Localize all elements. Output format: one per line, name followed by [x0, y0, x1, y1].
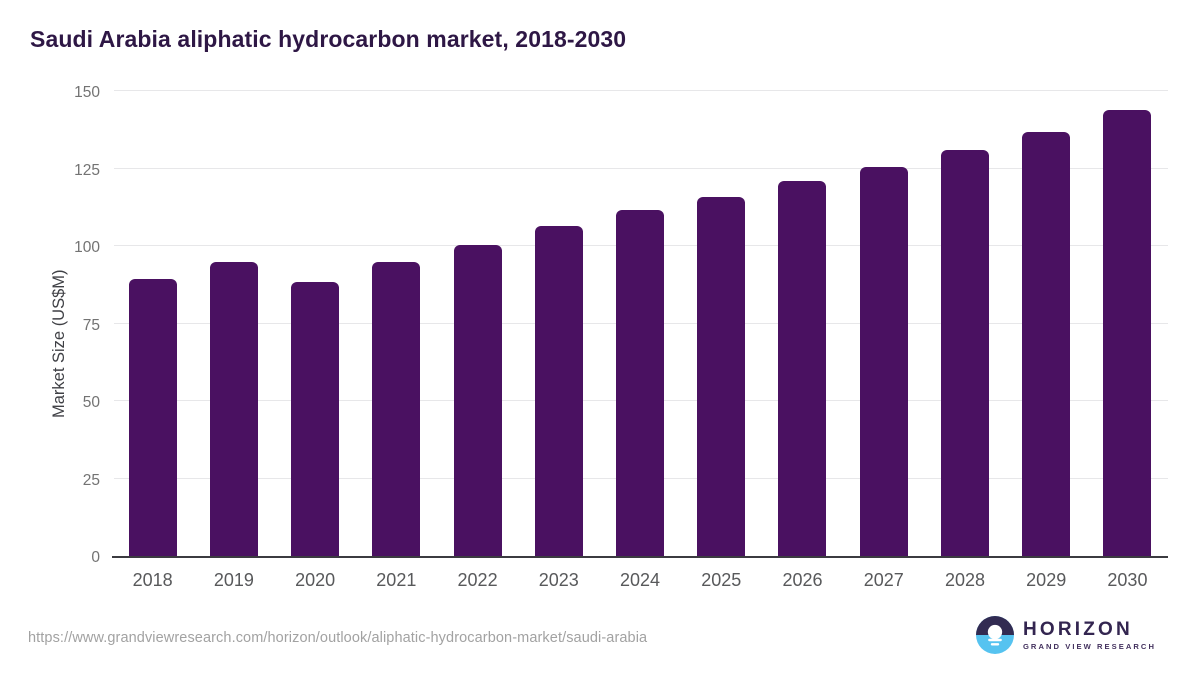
bar-slot-2029	[1006, 93, 1087, 556]
bar-slot-2026	[762, 93, 843, 556]
bar-series	[112, 93, 1168, 556]
bar-2030	[1103, 110, 1152, 556]
bar-slot-2024	[599, 93, 680, 556]
bar-2023	[534, 226, 583, 556]
bar-2022	[453, 245, 502, 556]
x-tick-label-2030: 2030	[1107, 570, 1148, 590]
chart-title: Saudi Arabia aliphatic hydrocarbon marke…	[30, 26, 627, 52]
bar-2024	[616, 210, 665, 556]
gridline-150	[114, 90, 1168, 91]
logo-subbrand: GRAND VIEW RESEARCH	[1022, 641, 1156, 651]
x-tick-label-2020: 2020	[295, 570, 336, 590]
y-axis-tick-labels: 0 25 50 75 100 125 150	[0, 84, 100, 566]
x-tick-label-2024: 2024	[620, 570, 661, 590]
x-tick-label-2028: 2028	[944, 570, 985, 590]
x-tick-label-2023: 2023	[538, 570, 579, 590]
bar-slot-2028	[924, 93, 1005, 556]
bar-slot-2025	[681, 93, 762, 556]
x-tick-label-2021: 2021	[376, 570, 417, 590]
y-tick-label-0: 0	[91, 549, 100, 566]
bar-2019	[209, 261, 258, 556]
y-tick-label-150: 150	[74, 84, 100, 101]
bar-2018	[128, 278, 177, 556]
bar-2025	[697, 197, 746, 556]
bar-slot-2022	[437, 93, 518, 556]
x-tick-label-2027: 2027	[863, 570, 904, 590]
x-tick-label-2029: 2029	[1026, 570, 1067, 590]
y-tick-label-125: 125	[74, 161, 100, 179]
y-tick-label-50: 50	[82, 394, 100, 411]
bar-slot-2020	[274, 93, 355, 556]
x-tick-label-2018: 2018	[132, 570, 173, 590]
bar-slot-2018	[112, 93, 193, 556]
gridline-125	[114, 167, 1168, 169]
bar-2026	[778, 181, 827, 556]
bar-slot-2023	[518, 93, 599, 556]
bar-2020	[291, 281, 340, 556]
horizon-logo-icon	[975, 616, 1014, 654]
bar-2021	[372, 261, 421, 556]
bar-slot-2019	[193, 93, 274, 556]
x-tick-label-2019: 2019	[213, 570, 254, 590]
x-tick-label-2025: 2025	[701, 570, 742, 590]
horizon-logo: HORIZON GRAND VIEW RESEARCH	[975, 616, 1156, 654]
bar-slot-2027	[843, 93, 924, 556]
plot-area	[112, 90, 1168, 558]
bar-2029	[1022, 131, 1071, 556]
bar-slot-2021	[356, 93, 437, 556]
y-tick-label-25: 25	[82, 471, 100, 489]
bar-2027	[859, 166, 908, 556]
bar-slot-2030	[1087, 93, 1168, 556]
logo-text: HORIZON GRAND VIEW RESEARCH	[1023, 620, 1156, 651]
source-url: https://www.grandviewresearch.com/horizo…	[28, 630, 648, 646]
x-axis-tick-labels: 2018 2019 2020 2021 2022 2023 2024 2025 2026 2027…	[112, 570, 1168, 591]
y-tick-label-100: 100	[74, 239, 100, 256]
x-tick-label-2026: 2026	[782, 570, 823, 590]
bar-2028	[940, 149, 989, 556]
logo-brand: HORIZON	[1022, 618, 1133, 640]
y-tick-label-75: 75	[82, 316, 100, 334]
x-tick-label-2022: 2022	[457, 570, 498, 590]
